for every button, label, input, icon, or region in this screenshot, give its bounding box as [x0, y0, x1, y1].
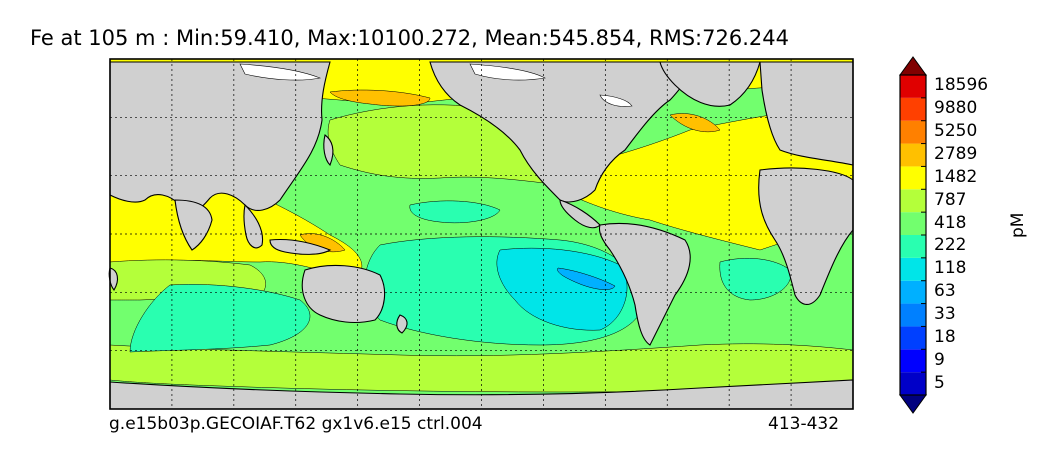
field-pacific-core [496, 247, 628, 331]
colorbar-tick-label: 2789 [934, 144, 978, 164]
colorbar-band [900, 280, 926, 304]
colorbar-band [900, 257, 926, 281]
colorbar-tick-label: 5250 [934, 121, 978, 142]
colorbar-tick-label: 63 [934, 281, 956, 302]
field-coastal-orange-atlantic [669, 113, 721, 133]
land-japan [323, 134, 334, 166]
colorbar-tick-label: 222 [934, 235, 967, 256]
footer-run-id: g.e15b03p.GECOIAF.T62 gx1v6.e15 ctrl.004 [109, 414, 483, 434]
colorbar-extend-high [899, 56, 927, 76]
ice-hudson [599, 94, 633, 107]
land-africa [758, 167, 854, 305]
land-europe [759, 61, 854, 166]
colorbar-extend-low [899, 394, 927, 414]
land-central-america [559, 199, 601, 229]
field-south-indian [129, 284, 311, 353]
colorbar-band [900, 212, 926, 235]
colorbar-band [900, 189, 926, 213]
colorbar-tick-label: 18 [934, 326, 956, 347]
land-eurasia [109, 61, 331, 214]
colorbar-band [900, 326, 926, 350]
land-australia [301, 264, 386, 324]
colorbar-tick-label: 33 [934, 304, 956, 324]
colorbar-band [900, 120, 926, 144]
colorbar-band [900, 166, 926, 190]
colorbar-tick-label: 1482 [934, 166, 978, 187]
colorbar-tick-label: 9 [934, 349, 945, 370]
colorbar-tick-label: 9880 [934, 98, 978, 119]
colorbar-tick-label: 118 [934, 258, 967, 279]
footer-years: 413-432 [768, 414, 840, 434]
field-pacific-minimum [557, 267, 616, 290]
colorbar-unit: pM [1008, 212, 1028, 238]
ice-siberia [239, 63, 322, 81]
colorbar [899, 56, 927, 414]
colorbar-tick-label: 418 [934, 212, 967, 233]
colorbar-tick-label: 5 [934, 372, 945, 393]
land-southeast-asia [243, 203, 264, 249]
colorbar-band [900, 143, 926, 167]
land-south-america [598, 222, 691, 346]
map-grid [110, 59, 853, 409]
land-north-america [429, 61, 702, 203]
colorbar-band [900, 349, 926, 373]
colorbar-band [900, 97, 926, 121]
colorbar-band [900, 235, 926, 258]
colorbar-tick-label: 18596 [934, 75, 989, 96]
ice-layer [239, 63, 633, 107]
field-coastal-orange-bering [329, 89, 431, 107]
colorbar-band [900, 372, 926, 395]
field-north-pacific-gyre [409, 200, 501, 224]
map-panel [108, 58, 854, 410]
land-layer [108, 61, 854, 410]
land-antarctica [109, 379, 854, 410]
land-indonesia [269, 238, 332, 255]
ice-canada [469, 63, 546, 81]
chart-title: Fe at 105 m : Min:59.410, Max:10100.272,… [30, 26, 789, 50]
field-south-atlantic [719, 258, 792, 301]
colorbar-tick-label: 787 [934, 189, 967, 210]
land-greenland [659, 61, 761, 107]
colorbar-band [900, 303, 926, 327]
map-frame [109, 58, 854, 410]
colorbar-band [900, 75, 926, 98]
land-new-zealand [396, 314, 408, 334]
land-india [174, 199, 213, 251]
